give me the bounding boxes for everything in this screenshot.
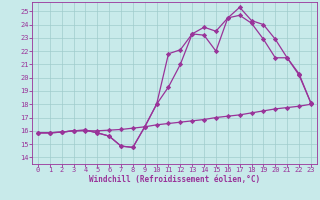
X-axis label: Windchill (Refroidissement éolien,°C): Windchill (Refroidissement éolien,°C) — [89, 175, 260, 184]
